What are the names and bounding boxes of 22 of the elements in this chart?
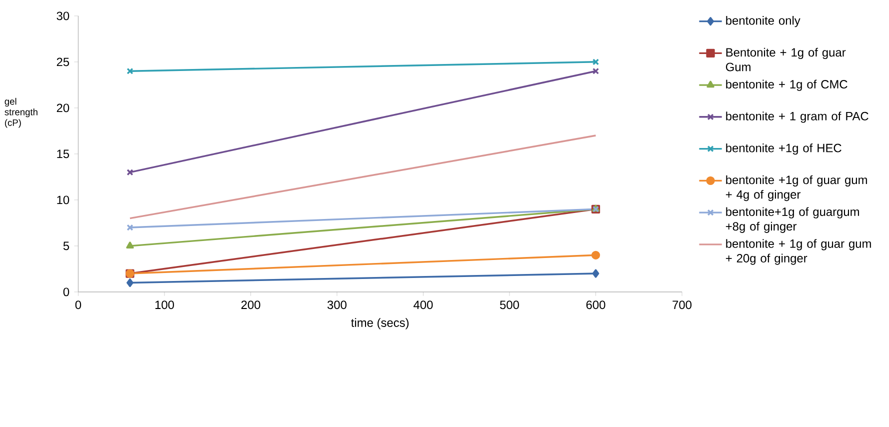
y-tick-label: 30: [56, 12, 70, 20]
legend-label: bentonite + 1g of guar gum + 20g of ginger: [726, 238, 871, 265]
x-axis-title: time (secs): [351, 318, 409, 330]
x-tick-label: 700: [672, 300, 692, 309]
legend-label: bentonite only: [726, 16, 800, 27]
x-tick-label: 100: [155, 300, 174, 309]
y-axis-title: gel strength (cP): [4, 98, 38, 128]
legend-label: bentonite +1g of HEC: [726, 143, 842, 154]
x-tick-label: 300: [327, 300, 346, 309]
y-tick-label: 20: [56, 104, 70, 112]
x-tick-label: 400: [414, 300, 433, 309]
x-tick-label: 200: [241, 300, 260, 309]
y-tick-label: 5: [63, 242, 70, 250]
y-tick-label: 15: [57, 150, 70, 158]
y-tick-label: 10: [57, 196, 70, 204]
legend-label: bentonite + 1 gram of PAC: [726, 111, 868, 123]
legend-label: bentonite + 1g of CMC: [726, 80, 848, 91]
x-tick-label: 600: [586, 300, 606, 309]
y-tick-label: 0: [63, 288, 70, 296]
x-tick-label: 500: [500, 300, 519, 309]
y-tick-label: 25: [56, 58, 70, 66]
x-tick-label: 0: [75, 300, 82, 309]
